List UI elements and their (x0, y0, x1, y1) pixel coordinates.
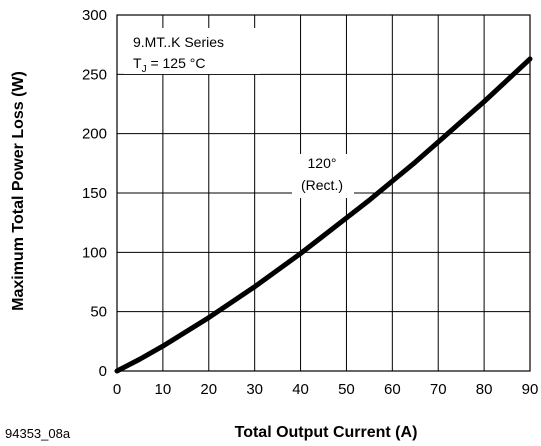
curve-label-bg (292, 154, 354, 198)
y-tick-label-100: 100 (82, 244, 107, 261)
curve-layer (114, 56, 533, 374)
annotation-box-bg (124, 28, 260, 74)
x-axis-title: Total Output Current (A) (235, 424, 418, 441)
y-axis-title: Maximum Total Power Loss (W) (10, 71, 27, 311)
y-tick-label-250: 250 (82, 66, 107, 83)
x-tick-label-90: 90 (522, 381, 539, 398)
junction-temp-label: TJ = 125 °C (133, 55, 205, 75)
y-tick-label-0: 0 (99, 363, 107, 380)
x-tick-label-10: 10 (155, 381, 172, 398)
tj-prefix: T (133, 55, 142, 71)
x-tick-label-60: 60 (384, 381, 401, 398)
x-tick-labels: 0 10 20 30 40 50 60 70 80 90 (113, 381, 539, 398)
tj-value: = 125 °C (147, 55, 206, 71)
series-label: 9.MT..K Series (133, 34, 224, 50)
curve-label-angle: 120° (308, 155, 337, 171)
x-tick-label-50: 50 (338, 381, 355, 398)
x-tick-label-20: 20 (200, 381, 217, 398)
x-tick-label-40: 40 (292, 381, 309, 398)
series-line-0 (114, 56, 533, 374)
figure-id: 94353_08a (5, 426, 71, 441)
tj-subscript: J (142, 64, 147, 75)
x-tick-label-70: 70 (430, 381, 447, 398)
x-tick-label-30: 30 (246, 381, 263, 398)
curve-label-rect: (Rect.) (301, 177, 343, 193)
y-tick-label-50: 50 (90, 304, 107, 321)
y-tick-label-200: 200 (82, 126, 107, 143)
plot-frame (116, 14, 531, 372)
y-tick-labels: 0 50 100 150 200 250 300 (82, 7, 107, 380)
y-tick-label-300: 300 (82, 7, 107, 24)
y-tick-label-150: 150 (82, 185, 107, 202)
x-tick-label-80: 80 (476, 381, 493, 398)
x-tick-label-0: 0 (113, 381, 121, 398)
